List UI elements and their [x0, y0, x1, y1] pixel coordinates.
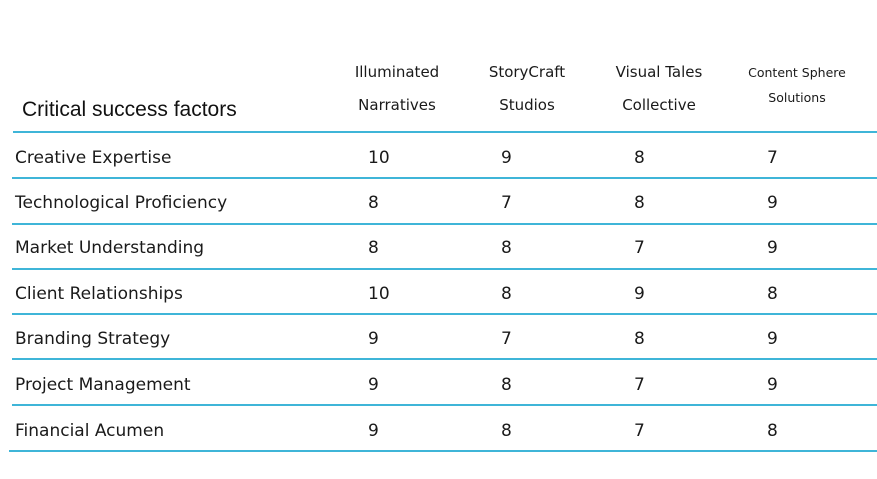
table-cell: 7 — [767, 148, 778, 168]
table-cell: 7 — [501, 193, 512, 213]
table-cell: 9 — [767, 238, 778, 258]
row-label: Technological Proficiency — [15, 193, 228, 213]
column-header-line: Content Sphere — [748, 65, 846, 80]
table-cell: 9 — [767, 193, 778, 213]
column-header-line: Studios — [499, 96, 555, 114]
table-cell: 8 — [501, 238, 512, 258]
table-cell: 9 — [501, 148, 512, 168]
table-cell: 9 — [368, 421, 379, 441]
table-cell: 8 — [501, 284, 512, 304]
column-header-illuminated-narratives: Illuminated Narratives — [332, 56, 462, 122]
table-cell: 10 — [368, 148, 390, 168]
row-divider — [12, 358, 877, 360]
row-divider — [12, 223, 877, 225]
row-label: Creative Expertise — [15, 148, 172, 168]
row-label: Financial Acumen — [15, 421, 165, 441]
row-label: Market Understanding — [15, 238, 205, 258]
row-divider — [12, 177, 877, 179]
table-cell: 8 — [501, 421, 512, 441]
column-header-line: Collective — [622, 96, 696, 114]
header-divider — [13, 131, 877, 133]
table-cell: 9 — [368, 329, 379, 349]
row-label: Branding Strategy — [15, 329, 171, 349]
table-cell: 7 — [634, 238, 645, 258]
table-cell: 9 — [767, 329, 778, 349]
table-cell: 8 — [767, 421, 778, 441]
column-header-line: Solutions — [768, 90, 826, 105]
table-cell: 9 — [368, 375, 379, 395]
column-header-line: Narratives — [358, 96, 436, 114]
column-header-line: StoryCraft — [488, 63, 566, 81]
table-cell: 9 — [634, 284, 645, 304]
table-cell: 8 — [368, 238, 379, 258]
row-divider — [12, 404, 877, 406]
table-title: Critical success factors — [22, 98, 237, 121]
table-cell: 8 — [767, 284, 778, 304]
table-cell: 7 — [501, 329, 512, 349]
column-header-storycraft-studios: StoryCraft Studios — [462, 56, 592, 122]
table-cell: 8 — [368, 193, 379, 213]
table-cell: 8 — [634, 148, 645, 168]
row-divider — [12, 313, 877, 315]
column-header-visual-tales-collective: Visual Tales Collective — [594, 56, 724, 122]
column-header-line: Illuminated — [354, 63, 440, 81]
table-cell: 8 — [634, 329, 645, 349]
table-cell: 7 — [634, 375, 645, 395]
table-cell: 8 — [501, 375, 512, 395]
row-label: Client Relationships — [15, 284, 183, 304]
table-cell: 10 — [368, 284, 390, 304]
column-header-content-sphere-solutions: Content Sphere Solutions — [732, 60, 862, 110]
table-bottom-border — [9, 450, 877, 452]
row-divider — [12, 268, 877, 270]
row-label: Project Management — [15, 375, 191, 395]
table-cell: 8 — [634, 193, 645, 213]
table-cell: 7 — [634, 421, 645, 441]
column-header-line: Visual Tales — [615, 63, 703, 81]
table-cell: 9 — [767, 375, 778, 395]
